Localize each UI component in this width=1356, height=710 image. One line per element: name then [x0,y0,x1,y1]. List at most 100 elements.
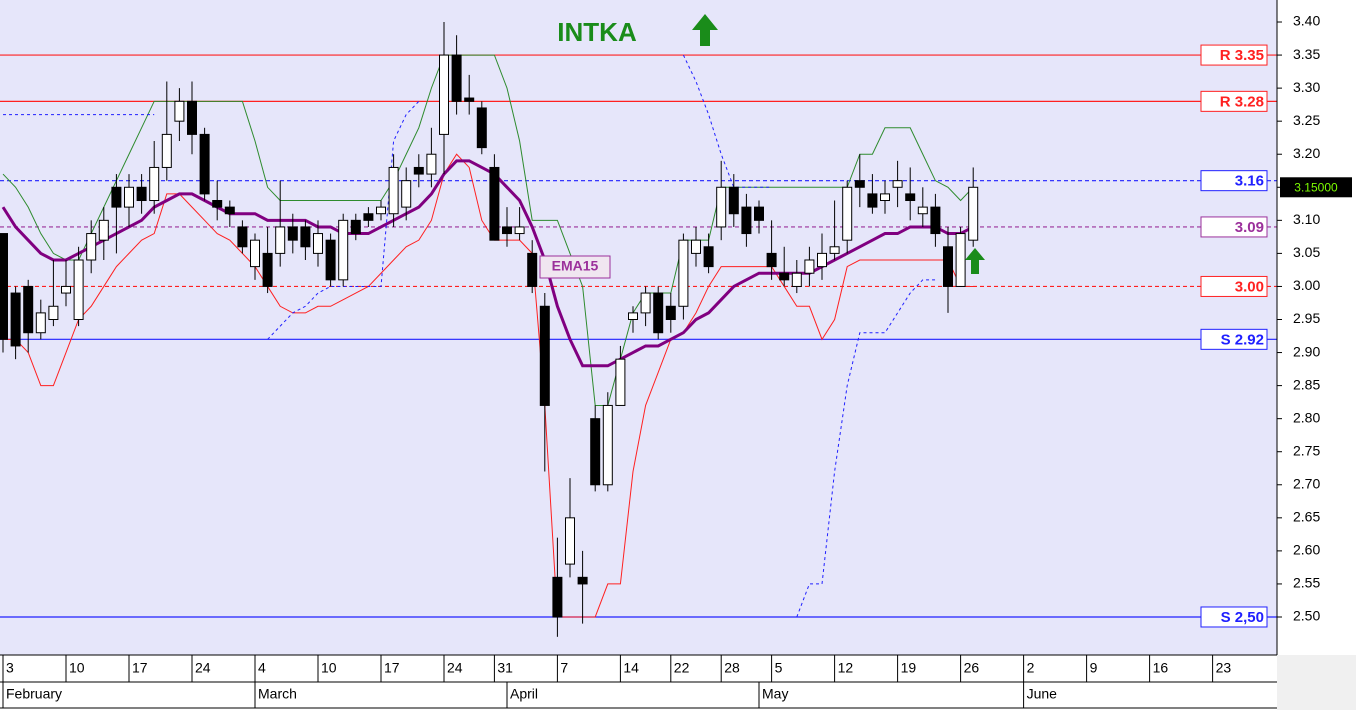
level-box [1200,328,1268,350]
x-tick-label: 2 [1027,660,1035,676]
indicator-line [2,54,974,406]
candle-body [791,272,802,287]
level-label: S 2,50 [1221,609,1264,626]
y-tick-label: 3.00 [1293,277,1320,293]
chart-title: INTKA [557,17,637,47]
x-tick-label: 22 [674,660,690,676]
x-tick-label: 23 [1216,660,1232,676]
candle-body [943,246,953,287]
y-tick-label: 3.10 [1293,211,1320,227]
y-tick-label: 3.20 [1293,145,1320,161]
candle-body [35,312,46,334]
candle-body [955,233,966,287]
x-tick-label: 4 [258,660,266,676]
last-price: 3.15000 [1294,180,1338,194]
candle-body [287,226,298,241]
candle-body [892,180,903,188]
x-tick-label: 17 [132,660,148,676]
level-label: 3.16 [1235,173,1264,190]
candle-body [665,305,676,321]
candle-body [199,133,210,195]
level-label: S 2.92 [1221,331,1264,348]
candle-body [10,292,21,347]
y-tick-label: 2.65 [1293,509,1320,525]
candle-body [577,576,588,585]
overlay: R 3.35 R 3.28 3.16 3.09 3.00 S 2.92 S 2,50 [1200,44,1268,628]
up-arrow [692,14,718,46]
level-box [1200,44,1268,66]
signal-arrow [965,248,985,274]
y-tick-label: 2.90 [1293,343,1320,359]
candle-body [728,186,739,215]
candle-body [376,206,386,215]
candle-body [602,404,613,486]
candle-body [212,200,223,208]
x-tick-label: 3 [6,660,14,676]
candle-body [854,180,865,188]
candle-body [703,246,714,268]
x-tick-label: 31 [497,660,513,676]
candle-body [275,226,286,254]
x-tick-label: 10 [321,660,337,676]
month-label: March [258,686,297,702]
y-tick-label: 2.55 [1293,575,1320,591]
x-tick-label: 10 [69,660,85,676]
candle-body [338,219,349,281]
candle-body [187,100,197,135]
annotation: EMA15 [552,258,599,274]
candle-body [388,166,399,215]
candle-body [741,206,752,235]
candle-body [640,292,651,314]
candle-body [111,186,122,208]
candle-body [237,226,248,248]
x-tick-label: 24 [447,660,463,676]
y-tick-label: 2.95 [1293,310,1320,326]
candle-body [464,97,475,102]
level-box [1200,90,1268,112]
candle-body [766,252,777,268]
candle-body [401,180,412,208]
candle-body [716,186,727,228]
x-tick-label: 26 [964,660,980,676]
level-box [1200,606,1268,628]
candle-body [489,166,500,241]
candle-body [653,292,664,334]
candle-body [817,252,827,268]
x-tick-label: 14 [623,660,639,676]
x-tick-label: 9 [1090,660,1098,676]
candle-body [250,239,260,268]
candle-body [678,239,689,307]
y-tick-label: 3.35 [1293,46,1320,62]
candle-body [413,166,424,175]
x-tick-label: 28 [724,660,740,676]
last-price-box [1280,177,1352,198]
y-tick-label: 2.85 [1293,376,1320,392]
candle-body [502,226,512,235]
x-tick-label: 7 [560,660,568,676]
candle-body [539,305,550,406]
candle-body [48,305,59,321]
candle-body [829,246,840,254]
x-tick-label: 24 [195,660,211,676]
y-tick-label: 2.70 [1293,475,1320,491]
y-tick-label: 2.80 [1293,409,1320,425]
candle-body [350,219,361,235]
corner [1277,655,1356,710]
level-box [1200,216,1268,238]
candle-body [930,206,941,235]
x-tick-label: 5 [775,660,783,676]
month-label: June [1027,686,1058,702]
candle-body [451,54,462,102]
candle-body [590,418,601,486]
y-tick-label: 3.05 [1293,244,1320,260]
month-label: February [6,686,62,702]
candle-body [842,186,853,241]
candle-body [880,193,890,202]
candle-body [262,252,273,287]
y-tick-label: 3.25 [1293,112,1320,128]
candle-body [779,272,790,281]
candle-body [124,186,134,208]
candle-body [905,193,916,202]
candle-body [628,312,638,321]
candle-body [300,226,311,248]
